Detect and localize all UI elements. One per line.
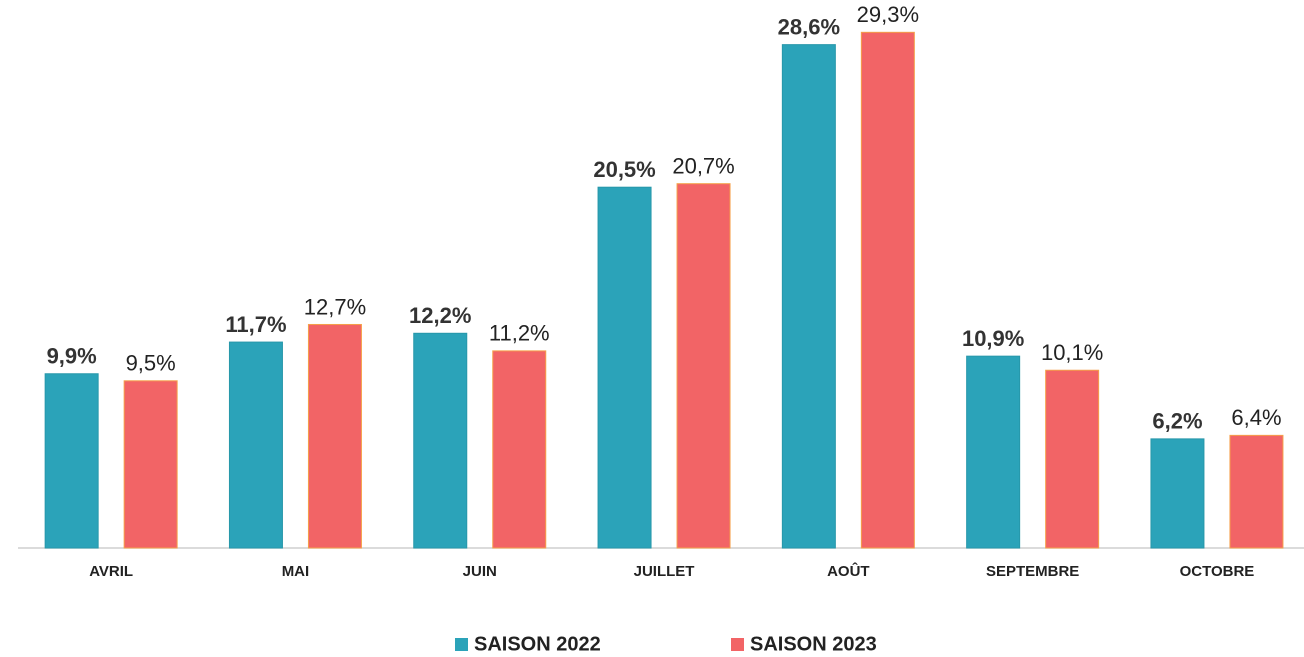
x-tick-label: MAI: [282, 563, 310, 580]
legend-label: SAISON 2023: [750, 633, 877, 655]
x-tick-label: AOÛT: [827, 562, 870, 580]
bar: [1045, 369, 1100, 549]
legend-label: SAISON 2022: [474, 633, 601, 655]
bar: [676, 183, 731, 549]
x-tick-label: OCTOBRE: [1180, 563, 1255, 580]
value-label: 6,4%: [1231, 405, 1281, 430]
x-tick-label: SEPTEMBRE: [986, 563, 1079, 580]
value-label: 11,2%: [489, 321, 550, 346]
value-label: 12,7%: [304, 294, 366, 319]
value-label: 6,2%: [1152, 409, 1202, 434]
x-tick-label: JUILLET: [634, 563, 695, 580]
bar: [44, 373, 99, 549]
value-label: 20,7%: [672, 153, 734, 178]
bar: [123, 380, 178, 549]
value-label: 29,3%: [857, 2, 919, 27]
bar: [966, 355, 1021, 549]
value-label: 20,5%: [593, 157, 655, 182]
value-label: 12,2%: [409, 303, 471, 328]
bar: [597, 186, 652, 549]
value-label: 10,9%: [962, 326, 1024, 351]
legend-swatch: [455, 638, 468, 651]
value-label: 28,6%: [778, 14, 840, 39]
bar: [413, 332, 468, 549]
bar: [1229, 434, 1284, 549]
legend-swatch: [731, 638, 744, 651]
x-tick-label: JUIN: [463, 563, 497, 580]
x-tick-label: AVRIL: [89, 563, 133, 580]
bar: [860, 31, 915, 549]
bar: [781, 44, 836, 549]
bar: [492, 350, 547, 549]
value-label: 11,7%: [225, 312, 286, 337]
value-label: 9,5%: [126, 351, 176, 376]
bar: [228, 341, 283, 549]
bar: [1150, 438, 1205, 549]
value-label: 10,1%: [1041, 340, 1103, 365]
bar: [307, 323, 362, 549]
value-label: 9,9%: [47, 344, 97, 369]
